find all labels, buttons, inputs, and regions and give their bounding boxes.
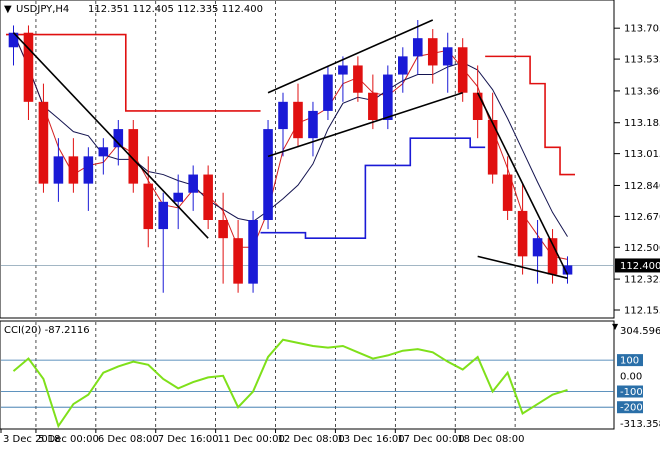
candles <box>8 20 573 293</box>
cci-level-marker <box>617 354 643 367</box>
price-tick-label: 112.840 <box>624 181 660 192</box>
cci-line <box>1 338 614 429</box>
supertrend-blue-line <box>260 137 486 239</box>
candle-body <box>113 129 124 148</box>
candle-body <box>68 156 79 184</box>
trendline-channel-lower <box>267 91 463 158</box>
price-axis: 113.705 113.535 113.360 113.185 113.015 112.8… <box>614 24 660 317</box>
candle-body <box>158 201 169 230</box>
cci-tick-label: -200 <box>620 403 643 414</box>
cci-tick-label: 100 <box>620 356 639 367</box>
candle-body <box>517 210 528 257</box>
symbol-label: USDJPY,H4 <box>16 4 69 15</box>
trendlines <box>12 19 569 279</box>
candle-body <box>128 129 139 184</box>
time-tick-label: 17 Dec 00:00 <box>397 434 464 445</box>
cci-level-marker <box>617 385 643 398</box>
cci-tick-label: 304.5963 <box>620 326 660 337</box>
candle-body <box>427 38 438 66</box>
trendline-channel-upper <box>267 19 434 94</box>
candle-body <box>457 47 468 93</box>
candle-body <box>38 101 49 184</box>
cci-tick-label: 0.00 <box>620 371 642 382</box>
time-tick-label: 7 Dec 16:00 <box>158 434 219 445</box>
candle-body <box>188 174 198 193</box>
cci-label: CCI(20) -87.2116 <box>4 325 90 336</box>
candle-body <box>547 238 558 275</box>
candle-body <box>218 220 228 239</box>
price-tick-label: 113.535 <box>624 55 660 66</box>
price-tick-label: 112.325 <box>624 275 660 286</box>
candle-body <box>173 192 183 202</box>
candle-body <box>487 120 498 175</box>
cci-axis: 304.5963 100 0.00 -100 -200 -313.3587 <box>617 326 660 430</box>
candle-body <box>308 110 318 139</box>
candle-body <box>83 156 94 184</box>
candle-body <box>248 220 258 284</box>
cci-arrow-icon: ▼ <box>612 322 619 331</box>
time-tick-label: 18 Dec 08:00 <box>457 434 524 445</box>
price-tick-label: 112.155 <box>624 306 660 317</box>
current-price-label: 112.400 <box>620 261 660 272</box>
trendline-descending <box>12 32 209 239</box>
price-tick-label: 113.705 <box>624 24 660 35</box>
price-tick-label: 113.360 <box>624 86 660 97</box>
price-tick-label: 112.670 <box>624 212 660 223</box>
time-tick-label: 12 Dec 08:00 <box>278 434 345 445</box>
trendline-drop-line <box>476 92 569 275</box>
cci-tick-label: -100 <box>620 387 643 398</box>
price-tick-label: 113.015 <box>624 149 660 160</box>
current-price-marker <box>615 258 660 273</box>
cci-level-marker <box>617 401 643 414</box>
candle-body <box>278 101 288 130</box>
candle-body <box>368 92 378 120</box>
candle-body <box>472 92 483 120</box>
time-tick-label: 3 Dec 2018 <box>3 434 61 445</box>
time-tick-label: 5 Dec 00:00 <box>38 434 99 445</box>
candle-body <box>8 32 19 48</box>
cci-series <box>12 338 568 429</box>
candle-body <box>143 183 154 230</box>
fast-ma-line <box>13 32 568 260</box>
candle-body <box>323 74 333 111</box>
candle-body <box>53 156 64 184</box>
price-tick-label: 112.500 <box>624 243 660 254</box>
candle-body <box>338 65 348 75</box>
candle-body <box>23 32 34 102</box>
trendline-support <box>477 255 568 279</box>
candle-body <box>293 101 303 139</box>
dropdown-arrow-icon[interactable]: ▼ <box>4 4 12 15</box>
candle-body <box>532 238 543 257</box>
ohlc-readout: 112.351 112.405 112.335 112.400 <box>88 4 263 15</box>
cci-tick-label: -313.3587 <box>620 419 660 430</box>
candle-body <box>442 47 453 66</box>
candle-body <box>562 265 573 275</box>
candle-body <box>353 65 363 93</box>
candle-body <box>412 38 423 57</box>
time-tick-label: 6 Dec 08:00 <box>98 434 159 445</box>
candle-body <box>233 238 243 284</box>
candle-body <box>203 174 213 220</box>
candle-body <box>383 74 393 120</box>
candle-body <box>98 147 109 157</box>
candle-body <box>398 56 408 75</box>
price-tick-label: 113.185 <box>624 118 660 129</box>
candle-body <box>263 129 273 220</box>
time-tick-label: 13 Dec 16:00 <box>337 434 404 445</box>
supertrend-red-line-2 <box>485 55 575 176</box>
time-tick-label: 11 Dec 00:00 <box>218 434 285 445</box>
supertrend-red-line-1 <box>6 33 261 112</box>
supertrend-lines <box>6 33 575 239</box>
candle-body <box>502 174 513 211</box>
